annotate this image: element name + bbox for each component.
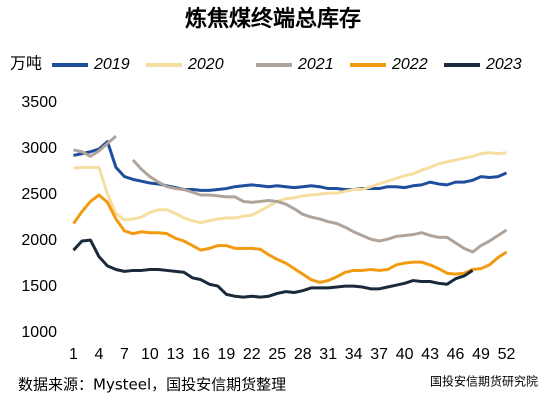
y-tick-label: 2000 bbox=[21, 232, 57, 249]
legend-label: 2019 bbox=[93, 56, 130, 73]
series-line bbox=[72, 193, 508, 284]
x-tick-label: 22 bbox=[243, 346, 261, 363]
x-tick-label: 52 bbox=[498, 346, 516, 363]
legend-label: 2020 bbox=[187, 56, 224, 73]
x-tick-label: 43 bbox=[421, 346, 439, 363]
x-tick-label: 34 bbox=[345, 346, 363, 363]
series-line bbox=[73, 151, 507, 225]
y-axis-label: 万吨 bbox=[10, 54, 42, 73]
x-tick-label: 49 bbox=[472, 346, 490, 363]
legend-label: 2021 bbox=[297, 56, 334, 73]
series-line bbox=[72, 238, 474, 299]
x-tick-label: 7 bbox=[120, 346, 129, 363]
chart-title: 炼焦煤终端总库存 bbox=[185, 6, 361, 32]
x-tick-label: 19 bbox=[217, 346, 235, 363]
x-tick-label: 1 bbox=[69, 346, 78, 363]
x-tick-label: 40 bbox=[396, 346, 414, 363]
x-tick-label: 37 bbox=[370, 346, 388, 363]
x-tick-label: 46 bbox=[447, 346, 465, 363]
series-line bbox=[73, 140, 508, 192]
legend-label: 2022 bbox=[391, 56, 428, 73]
x-tick-label: 10 bbox=[141, 346, 159, 363]
series-line bbox=[73, 134, 508, 254]
y-tick-label: 3500 bbox=[21, 94, 57, 111]
y-tick-label: 1000 bbox=[21, 324, 57, 341]
y-tick-label: 1500 bbox=[21, 278, 57, 295]
x-tick-label: 28 bbox=[294, 346, 312, 363]
y-tick-label: 3000 bbox=[21, 140, 57, 157]
x-tick-label: 25 bbox=[268, 346, 286, 363]
x-tick-label: 16 bbox=[192, 346, 210, 363]
source-note: 数据来源：Mysteel，国投安信期货整理 bbox=[18, 376, 286, 394]
x-tick-label: 31 bbox=[319, 346, 337, 363]
y-tick-label: 2500 bbox=[21, 186, 57, 203]
x-tick-label: 4 bbox=[95, 346, 104, 363]
x-tick-label: 13 bbox=[166, 346, 184, 363]
legend-label: 2023 bbox=[485, 56, 522, 73]
credit: 国投安信期货研究院 bbox=[430, 374, 538, 389]
